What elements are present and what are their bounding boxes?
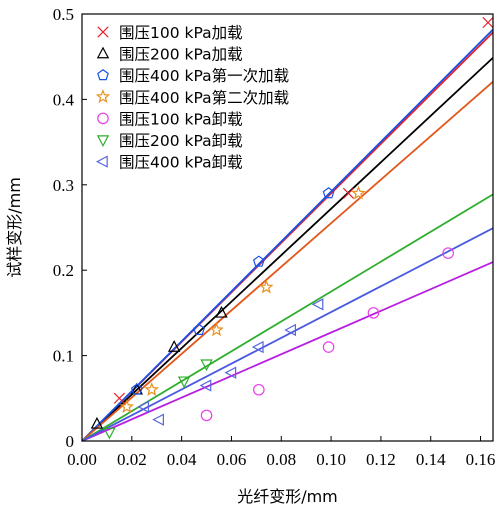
fit-line [81, 28, 494, 442]
x-tick-label: 0.14 [416, 450, 446, 469]
data-point [259, 279, 274, 294]
x-tick-label: 0.00 [67, 450, 97, 469]
y-tick-label: 0.3 [53, 176, 74, 195]
data-point [252, 255, 265, 267]
y-tick-label: 0.4 [53, 90, 75, 109]
data-point [152, 413, 164, 426]
data-point [144, 382, 159, 396]
x-tick-label: 0.04 [167, 450, 197, 469]
legend-marker [97, 68, 109, 81]
data-point [167, 340, 181, 352]
data-point [200, 359, 213, 372]
data-point [119, 399, 135, 414]
legend-label: 围压400 kPa第一次加载 [119, 67, 289, 85]
legend-marker [97, 26, 109, 38]
data-point [322, 341, 335, 353]
data-point [193, 323, 205, 335]
data-point [482, 16, 494, 29]
data-points [90, 16, 494, 440]
data-point [442, 247, 454, 259]
legend-label: 围压200 kPa卸载 [119, 132, 243, 150]
data-point [113, 392, 125, 404]
data-point [215, 305, 228, 318]
data-point [200, 409, 213, 422]
x-tick-label: 0.16 [466, 450, 496, 469]
fit-line [81, 193, 494, 442]
legend-label: 围压400 kPa卸载 [119, 154, 243, 172]
fit-lines [81, 28, 494, 442]
data-point [322, 187, 335, 199]
legend-marker [95, 89, 111, 103]
data-point [224, 366, 237, 379]
legend-label: 围压400 kPa第二次加载 [119, 89, 289, 107]
data-point [253, 383, 265, 396]
data-point [103, 427, 116, 440]
data-point [251, 340, 264, 354]
data-point [367, 307, 380, 319]
x-tick-label: 0.02 [117, 450, 147, 469]
y-tick-label: 0.1 [53, 347, 74, 366]
legend-label: 围压100 kPa卸载 [119, 110, 243, 128]
data-point [351, 185, 366, 200]
y-tick-label: 0.2 [53, 261, 74, 280]
data-point [199, 379, 212, 392]
data-point [130, 383, 143, 395]
y-tick-label: 0 [66, 432, 75, 451]
y-tick-label: 0.5 [53, 5, 74, 24]
fit-line [81, 227, 494, 442]
x-tick-label: 0.12 [366, 450, 396, 469]
legend-label: 围压100 kPa加载 [119, 24, 243, 42]
legend-marker [95, 155, 108, 168]
x-axis-title: 光纤变形/mm [237, 487, 338, 506]
fit-line [81, 261, 494, 442]
x-tick-label: 0.06 [217, 450, 247, 469]
legend-label: 围压200 kPa加载 [119, 46, 243, 64]
data-point [137, 400, 150, 414]
plot-frame [81, 13, 494, 442]
data-point [177, 376, 191, 389]
fit-line [81, 57, 494, 442]
y-axis-title: 试样变形/mm [5, 177, 24, 278]
fit-line [81, 81, 494, 442]
data-point [209, 322, 224, 337]
legend-marker [97, 112, 109, 125]
data-point [284, 323, 296, 337]
x-tick-label: 0.08 [266, 450, 296, 469]
data-point [90, 416, 104, 429]
data-point [311, 298, 324, 311]
x-tick-label: 0.10 [316, 450, 346, 469]
data-point [342, 187, 355, 199]
axis-ticks: 0.00 0.02 0.04 0.06 0.08 0.10 0.12 0.14 0.16 0 0.1… [53, 5, 496, 469]
legend-marker [96, 135, 110, 148]
legend-marker [96, 46, 110, 59]
